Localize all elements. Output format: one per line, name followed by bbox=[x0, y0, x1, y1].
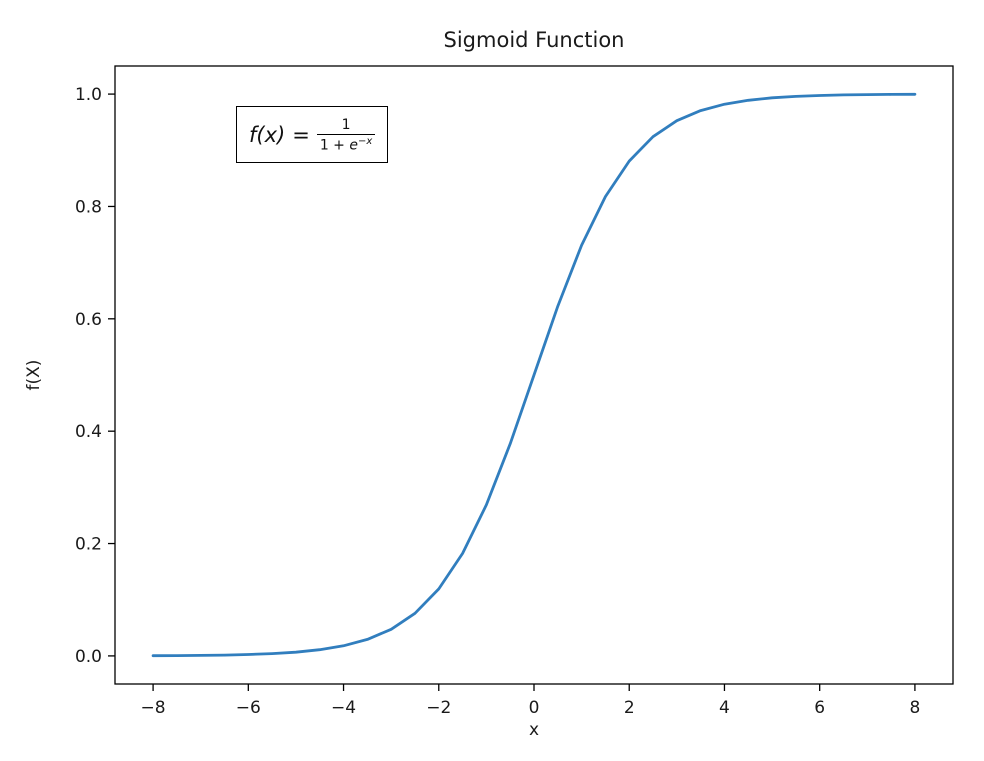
x-tick-label: 4 bbox=[719, 698, 730, 718]
y-tick-label: 1.0 bbox=[75, 85, 102, 105]
x-tick-label: 0 bbox=[529, 698, 540, 718]
y-tick-label: 0.8 bbox=[75, 197, 102, 217]
x-tick-label: −8 bbox=[141, 698, 166, 718]
y-tick-label: 0.0 bbox=[75, 647, 102, 667]
fraction-denominator: 1 + e−x bbox=[316, 133, 376, 154]
y-tick-label: 0.6 bbox=[75, 310, 102, 330]
x-axis-label: x bbox=[528, 720, 540, 740]
formula-annotation: f(x) = 1 1 + e−x bbox=[236, 106, 389, 164]
formula-fraction: 1 1 + e−x bbox=[316, 117, 376, 154]
x-tick-label: 2 bbox=[624, 698, 635, 718]
x-tick-label: −6 bbox=[236, 698, 261, 718]
formula-lhs: f(x) bbox=[249, 122, 286, 147]
x-tick-label: 6 bbox=[814, 698, 825, 718]
sigmoid-curve bbox=[151, 92, 917, 658]
fraction-numerator: 1 bbox=[341, 117, 351, 133]
denominator-constant: 1 + bbox=[319, 137, 350, 154]
formula-equals: = bbox=[292, 122, 310, 147]
y-tick-label: 0.2 bbox=[75, 535, 102, 555]
chart-title: Sigmoid Function bbox=[443, 28, 625, 52]
x-tick-label: 8 bbox=[909, 698, 920, 718]
x-tick-label: −4 bbox=[331, 698, 356, 718]
x-tick-label: −2 bbox=[426, 698, 451, 718]
denominator-exponent: −x bbox=[358, 135, 373, 147]
y-axis-label: f(X) bbox=[24, 359, 44, 391]
denominator-e: e bbox=[349, 137, 358, 154]
y-tick-label: 0.4 bbox=[75, 422, 102, 442]
